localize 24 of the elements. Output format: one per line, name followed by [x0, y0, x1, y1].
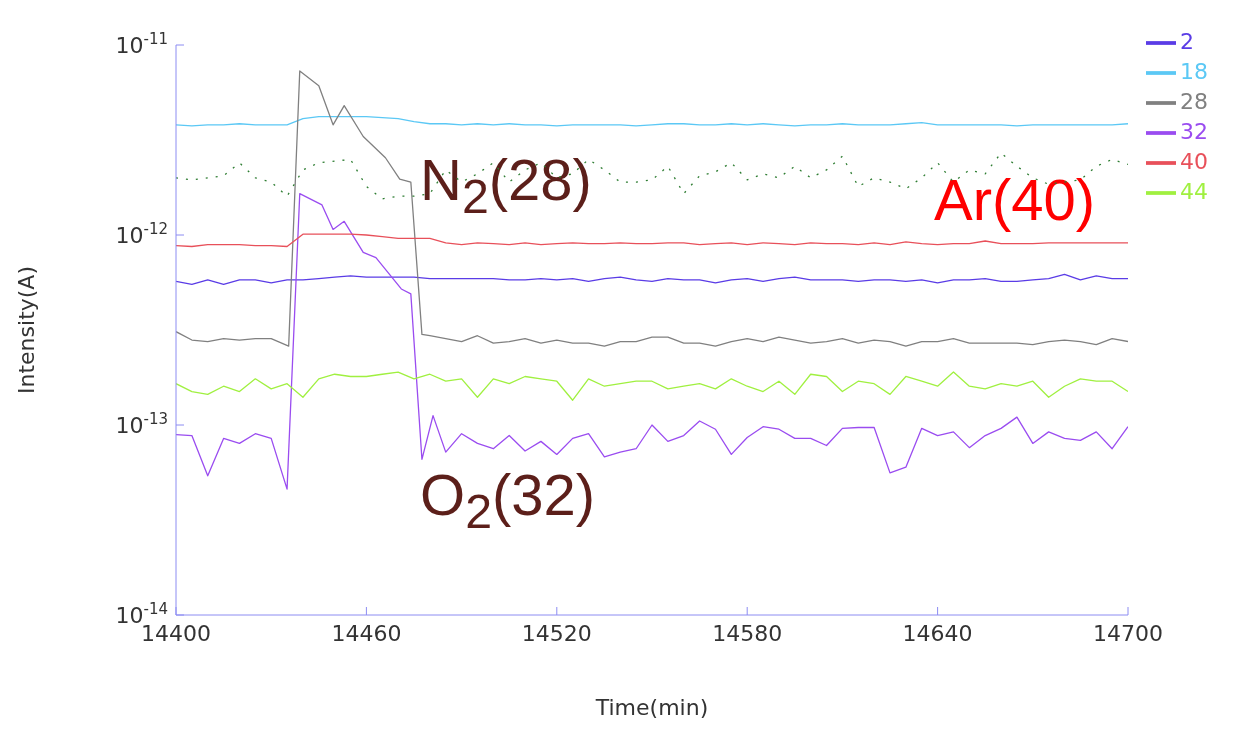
line-series — [176, 273, 1128, 285]
legend-label: 44 — [1180, 179, 1208, 204]
annotation: Ar(40) — [934, 167, 1096, 232]
legend-label: 2 — [1180, 29, 1194, 54]
y-tick-label: 10$^{-12}$ — [115, 220, 168, 248]
line-series — [176, 371, 1128, 401]
annotation: O$_{2}$(32) — [420, 462, 596, 538]
x-tick-label: 14460 — [331, 620, 402, 646]
line-series — [176, 70, 1128, 347]
x-tick-label: 14700 — [1093, 620, 1163, 646]
x-axis-title: Time(min) — [594, 695, 709, 720]
x-tick-label: 14520 — [521, 620, 592, 646]
annotation: N$_{2}$(28) — [420, 147, 592, 223]
legend-label: 32 — [1180, 119, 1208, 144]
x-tick-label: 14580 — [712, 620, 783, 646]
y-axis-title: Intensity(A) — [13, 266, 39, 394]
y-tick-label: 10$^{-13}$ — [115, 410, 168, 438]
y-tick-label: 10$^{-11}$ — [115, 30, 168, 58]
line-series — [176, 115, 1128, 127]
legend-label: 18 — [1180, 59, 1208, 84]
legend-label: 40 — [1180, 149, 1208, 174]
line-series — [176, 233, 1128, 248]
legend-label: 28 — [1180, 89, 1208, 114]
x-tick-label: 14640 — [902, 620, 973, 646]
